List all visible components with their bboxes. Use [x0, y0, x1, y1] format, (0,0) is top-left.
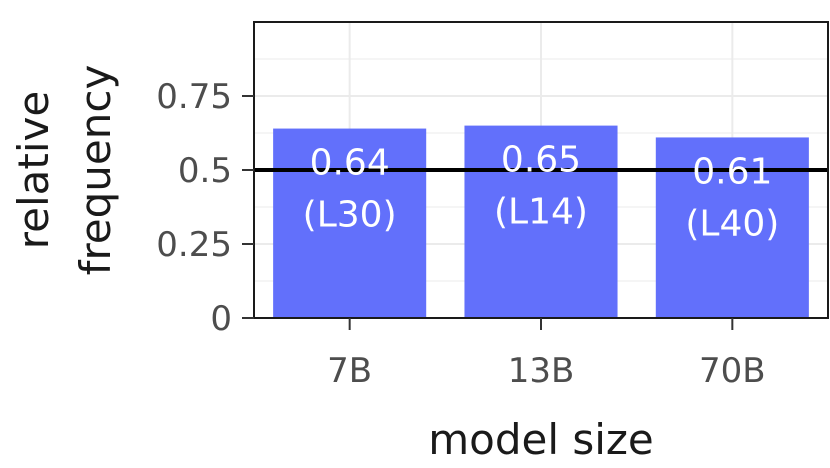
bar-labels: 0.64 (L30) 0.65 (L14) 0.61 (L40): [303, 140, 780, 245]
bar-label-layer: (L30): [303, 195, 397, 236]
bar-label-value: 0.64: [310, 143, 390, 184]
x-tick-label: 7B: [327, 351, 372, 391]
y-tick-label: 0.75: [156, 77, 232, 117]
bars: [273, 125, 809, 318]
y-tick-label: 0.5: [178, 151, 232, 191]
y-axis-title-line2: frequency: [71, 65, 120, 276]
x-axis: 7B 13B 70B: [327, 318, 766, 391]
x-axis-title: model size: [428, 415, 654, 464]
y-axis: 0 0.25 0.5 0.75: [156, 77, 254, 339]
x-tick-label: 13B: [508, 351, 575, 391]
bar-13B: [464, 125, 618, 318]
bar-label-value: 0.61: [692, 151, 772, 192]
bar-70B: [655, 137, 809, 318]
y-tick-label: 0: [210, 299, 232, 339]
y-tick-label: 0.25: [156, 225, 232, 265]
x-tick-label: 70B: [699, 351, 766, 391]
bar-label-value: 0.65: [501, 140, 581, 181]
bar-label-layer: (L14): [494, 192, 588, 233]
y-axis-title-line1: relative: [9, 91, 58, 249]
bar-7B: [273, 128, 427, 318]
bar-label-layer: (L40): [685, 203, 779, 244]
